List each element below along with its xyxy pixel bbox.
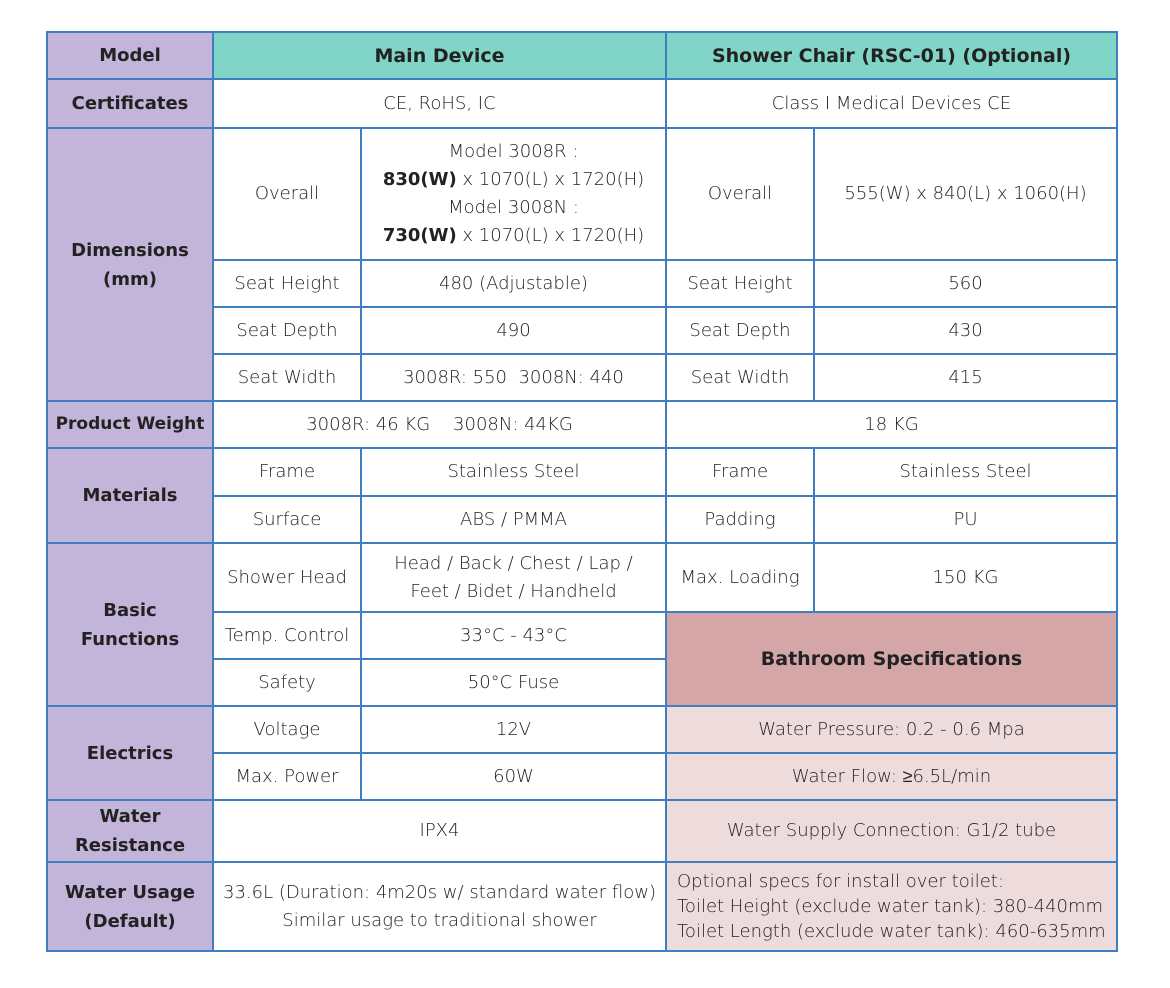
chair-seat-height: 560 xyxy=(813,259,1118,308)
padding-label: Padding xyxy=(665,495,815,544)
voltage: 12V xyxy=(360,705,667,754)
main-device-header: Main Device xyxy=(212,31,667,80)
main-seat-width: 3008R: 550 3008N: 440 xyxy=(360,353,667,402)
chair-frame: Stainless Steel xyxy=(813,447,1118,497)
safety: 50°C Fuse xyxy=(360,658,667,707)
dimensions-label: Dimensions (mm) xyxy=(46,127,214,402)
3008n-width: 730(W) xyxy=(382,225,457,246)
water-usage-label: Water Usage (Default) xyxy=(46,861,214,952)
chair-certificates: Class I Medical Devices CE xyxy=(665,78,1118,129)
chair-overall: 555(W) x 840(L) x 1060(H) xyxy=(813,127,1118,261)
max-power-label: Max. Power xyxy=(212,752,362,801)
water-usage-line1: 33.6L (Duration: 4m20s w/ standard water… xyxy=(223,881,656,903)
water-flow: Water Flow: ≥6.5L/min xyxy=(665,752,1118,801)
3008r-rest: x 1070(L) x 1720(H) xyxy=(456,169,645,190)
shower-chair-header: Shower Chair (RSC-01) (Optional) xyxy=(665,31,1118,80)
temp-control: 33°C - 43°C xyxy=(360,611,667,660)
optional-title: Optional specs for install over toilet: xyxy=(677,871,1004,892)
model-header: Model xyxy=(46,31,214,80)
main-frame: Stainless Steel xyxy=(360,447,667,497)
materials-label: Materials xyxy=(46,447,214,544)
toilet-height: Toilet Height (exclude water tank): 380-… xyxy=(677,896,1104,917)
chair-seat-height-label: Seat Height xyxy=(665,259,815,308)
chair-seat-width-label: Seat Width xyxy=(665,353,815,402)
3008r-width: 830(W) xyxy=(382,169,457,190)
functions-label: Basic Functions xyxy=(46,542,214,707)
overall-label: Overall xyxy=(212,127,362,261)
main-weight: 3008R: 46 KG 3008N: 44KG xyxy=(212,400,667,449)
surface-label: Surface xyxy=(212,495,362,544)
seat-width-label: Seat Width xyxy=(212,353,362,402)
3008r-dimensions: 830(W) x 1070(L) x 1720(H) xyxy=(366,166,661,194)
main-surface: ABS / PMMA xyxy=(360,495,667,544)
toilet-optional-specs: Optional specs for install over toilet: … xyxy=(665,861,1118,952)
shower-modes-2: Feet / Bidet / Handheld xyxy=(410,580,617,602)
3008n-rest: x 1070(L) x 1720(H) xyxy=(456,225,645,246)
water-pressure: Water Pressure: 0.2 - 0.6 Mpa xyxy=(665,705,1118,754)
main-seat-depth: 490 xyxy=(360,306,667,355)
water-usage-line2: Similar usage to traditional shower xyxy=(282,909,597,931)
chair-weight: 18 KG xyxy=(665,400,1118,449)
max-loading: 150 KG xyxy=(813,542,1118,613)
water-resistance: IPX4 xyxy=(212,799,667,863)
water-usage: 33.6L (Duration: 4m20s w/ standard water… xyxy=(212,861,667,952)
chair-overall-label: Overall xyxy=(665,127,815,261)
temp-control-label: Temp. Control xyxy=(212,611,362,660)
frame-label: Frame xyxy=(212,447,362,497)
max-loading-label: Max. Loading xyxy=(665,542,815,613)
shower-head-modes: Head / Back / Chest / Lap / Feet / Bidet… xyxy=(360,542,667,613)
electrics-label: Electrics xyxy=(46,705,214,801)
safety-label: Safety xyxy=(212,658,362,707)
chair-seat-depth: 430 xyxy=(813,306,1118,355)
3008n-dimensions: 730(W) x 1070(L) x 1720(H) xyxy=(366,222,661,250)
water-supply: Water Supply Connection: G1/2 tube xyxy=(665,799,1118,863)
voltage-label: Voltage xyxy=(212,705,362,754)
main-certificates: CE, RoHS, IC xyxy=(212,78,667,129)
model-3008n: Model 3008N : xyxy=(448,197,579,218)
water-resistance-label: Water Resistance xyxy=(46,799,214,863)
shower-modes-1: Head / Back / Chest / Lap / xyxy=(394,552,633,574)
chair-seat-width: 415 xyxy=(813,353,1118,402)
toilet-length: Toilet Length (exclude water tank): 460-… xyxy=(677,921,1106,942)
model-3008r: Model 3008R : xyxy=(448,141,579,162)
bathroom-specs-header: Bathroom Specifications xyxy=(665,611,1118,707)
seat-height-label: Seat Height xyxy=(212,259,362,308)
chair-padding: PU xyxy=(813,495,1118,544)
shower-head-label: Shower Head xyxy=(212,542,362,613)
chair-frame-label: Frame xyxy=(665,447,815,497)
seat-depth-label: Seat Depth xyxy=(212,306,362,355)
certificates-label: Certificates xyxy=(46,78,214,129)
weight-label: Product Weight xyxy=(46,400,214,449)
chair-seat-depth-label: Seat Depth xyxy=(665,306,815,355)
max-power: 60W xyxy=(360,752,667,801)
spec-table: Model Main Device Shower Chair (RSC-01) … xyxy=(46,31,1118,952)
main-seat-height: 480 (Adjustable) xyxy=(360,259,667,308)
main-overall: Model 3008R : 830(W) x 1070(L) x 1720(H)… xyxy=(360,127,667,261)
